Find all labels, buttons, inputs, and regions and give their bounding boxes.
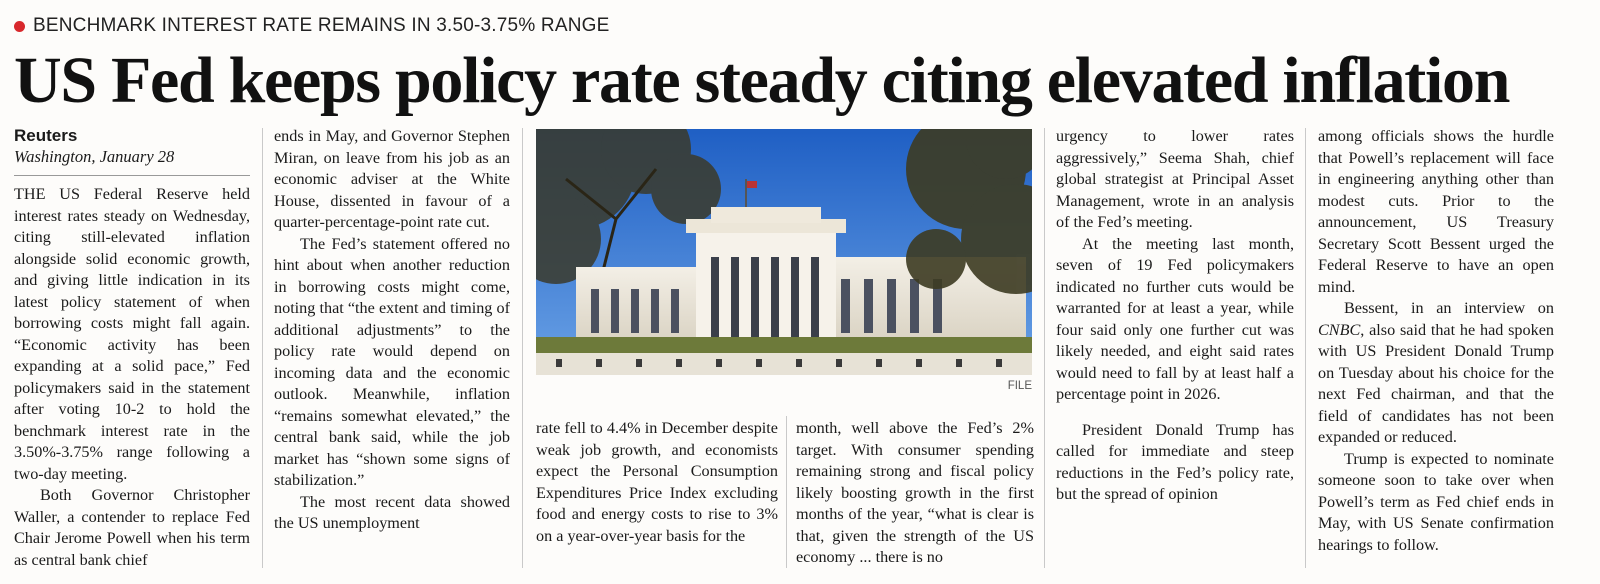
text-run: Bessent, in an interview on xyxy=(1344,299,1554,317)
column-5: urgency to lower rates aggressively,” Se… xyxy=(1056,126,1294,578)
photo-credit: FILE xyxy=(1007,380,1032,392)
byline-divider xyxy=(14,175,250,176)
kicker-text: BENCHMARK INTEREST RATE REMAINS IN 3.50-… xyxy=(33,15,610,36)
headline: US Fed keeps policy rate steady citing e… xyxy=(14,44,1510,117)
column-divider xyxy=(1044,128,1045,568)
paragraph: At the meeting last month, seven of 19 F… xyxy=(1056,234,1294,404)
column-divider xyxy=(262,128,263,568)
kicker: BENCHMARK INTEREST RATE REMAINS IN 3.50-… xyxy=(14,14,609,38)
paragraph: among officials shows the hurdle that Po… xyxy=(1318,127,1554,296)
column-6: among officials shows the hurdle that Po… xyxy=(1318,126,1554,578)
column-1: Reuters Washington, January 28 THE US Fe… xyxy=(14,126,250,578)
column-2: ends in May, and Governor Stephen Miran,… xyxy=(274,126,510,578)
italic-publication-name: CNBC xyxy=(1318,320,1361,339)
paragraph: Bessent, in an interview on CNBC, also s… xyxy=(1318,298,1554,449)
paragraph: urgency to lower rates aggressively,” Se… xyxy=(1056,127,1294,231)
paragraph: President Donald Trump has called for im… xyxy=(1056,420,1294,504)
column-4: month, well above the Fed’s 2% target. W… xyxy=(796,418,1034,578)
column-divider xyxy=(1305,128,1306,568)
paragraph: THE US Federal Reserve held interest rat… xyxy=(14,185,250,483)
paragraph: Trump is expected to nominate someone so… xyxy=(1318,449,1554,554)
paragraph: month, well above the Fed’s 2% target. W… xyxy=(796,419,1034,566)
byline-agency: Reuters xyxy=(14,126,78,145)
paragraph: rate fell to 4.4% in December despite we… xyxy=(536,419,778,545)
paragraph: The most recent data showed the US unemp… xyxy=(274,492,510,533)
paragraph: Both Governor Christopher Waller, a cont… xyxy=(14,486,250,569)
text-run: , also said that he had spoken with US P… xyxy=(1318,320,1554,447)
paragraph: The Fed’s statement offered no hint abou… xyxy=(274,234,510,490)
paragraph: ends in May, and Governor Stephen Miran,… xyxy=(274,127,510,231)
column-3: rate fell to 4.4% in December despite we… xyxy=(536,418,778,578)
column-divider xyxy=(786,416,787,568)
column-divider xyxy=(522,128,523,568)
byline-dateline: Washington, January 28 xyxy=(14,147,175,166)
federal-reserve-building-photo xyxy=(536,129,1032,375)
kicker-bullet-icon xyxy=(14,20,25,32)
